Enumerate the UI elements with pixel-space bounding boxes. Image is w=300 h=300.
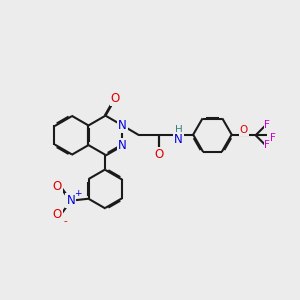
Text: N: N [118,119,127,132]
Text: +: + [74,189,81,198]
Text: O: O [240,125,248,135]
Text: F: F [265,121,270,130]
Text: N: N [174,133,183,146]
Text: -: - [63,216,67,226]
Text: N: N [118,139,127,152]
Text: O: O [52,180,62,194]
Text: O: O [111,92,120,105]
Text: H: H [175,125,182,135]
Text: N: N [66,194,75,207]
Text: F: F [265,140,270,150]
Text: F: F [270,133,276,143]
Text: O: O [154,148,164,161]
Text: O: O [52,208,62,221]
